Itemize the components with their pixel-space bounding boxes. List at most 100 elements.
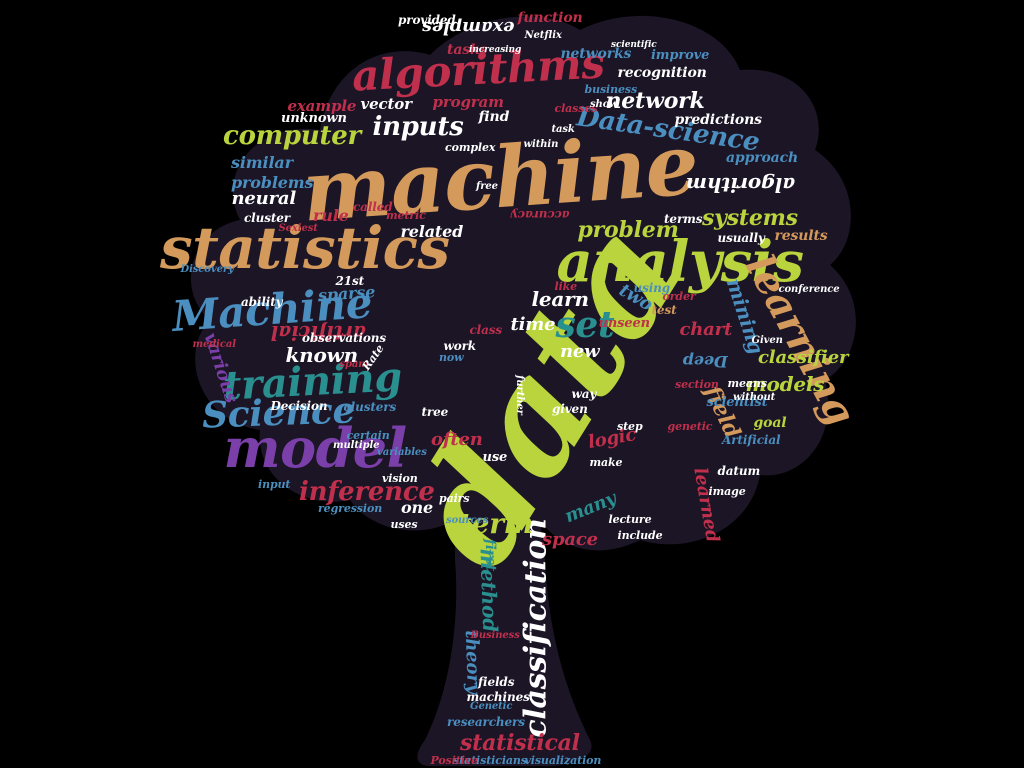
- word-64: terms: [664, 212, 703, 226]
- word-74: variables: [377, 447, 427, 458]
- word-86: one: [401, 498, 434, 517]
- word-133: scientific: [611, 39, 657, 50]
- word-18: problem: [577, 217, 679, 243]
- word-61: Deep: [682, 352, 728, 371]
- word-107: make: [589, 455, 623, 469]
- word-93: unseen: [598, 315, 651, 331]
- word-60: improve: [651, 47, 710, 63]
- word-57: tasks: [447, 42, 488, 58]
- word-105: genetic: [667, 419, 713, 433]
- word-70: observations: [302, 331, 387, 345]
- word-37: space: [542, 529, 598, 550]
- word-66: unknown: [281, 110, 347, 126]
- word-125: Netflix: [524, 30, 562, 41]
- word-115: machines: [466, 690, 530, 704]
- word-120: Positive: [430, 753, 479, 767]
- word-65: accuracy: [510, 208, 570, 222]
- word-71: ability: [241, 295, 283, 309]
- word-114: fields: [478, 675, 515, 689]
- word-128: task: [551, 124, 575, 135]
- word-62: scientist: [706, 394, 768, 410]
- word-112: pairs: [439, 491, 470, 505]
- word-21: statistical: [460, 730, 580, 756]
- word-56: results: [774, 228, 828, 244]
- word-14: inputs: [372, 112, 464, 142]
- word-92: class: [469, 323, 503, 337]
- word-16: network: [605, 88, 705, 114]
- word-97: like: [554, 279, 578, 293]
- word-51: find: [478, 109, 510, 125]
- word-48: example: [287, 96, 357, 115]
- word-45: rule: [313, 206, 349, 225]
- word-31: learn: [531, 287, 590, 311]
- word-117: Business: [470, 630, 520, 641]
- word-11: set: [555, 304, 615, 346]
- word-130: show: [590, 99, 618, 110]
- word-127: business: [584, 82, 638, 96]
- word-102: Given: [751, 335, 783, 346]
- word-121: visualization: [524, 753, 602, 767]
- word-82: Discovery: [180, 264, 234, 275]
- word-19: models: [745, 372, 825, 396]
- word-4: model: [223, 416, 408, 480]
- word-10: classification: [518, 518, 554, 738]
- word-55: approach: [726, 150, 799, 166]
- word-101: without: [733, 392, 776, 403]
- word-80: metric: [386, 208, 426, 222]
- word-94: using: [633, 281, 671, 295]
- word-83: medical: [192, 339, 237, 350]
- word-24: known: [285, 343, 359, 367]
- word-67: cluster: [244, 211, 291, 225]
- word-13: computer: [223, 121, 361, 151]
- word-103: section: [675, 377, 719, 391]
- word-78: multiple: [333, 440, 380, 451]
- word-38: classifier: [758, 347, 849, 368]
- word-3: statistics: [160, 214, 450, 282]
- word-33: new: [560, 341, 600, 362]
- word-72: 21st: [335, 274, 365, 288]
- word-84: spam: [339, 359, 369, 370]
- word-87: use: [482, 449, 508, 465]
- word-91: now: [439, 350, 464, 364]
- word-100: means: [727, 376, 768, 390]
- word-12: inference: [299, 477, 435, 507]
- word-79: called: [353, 200, 393, 214]
- tree-canopy: [190, 15, 856, 767]
- word-59: provided: [398, 13, 456, 27]
- word-58: function: [517, 10, 583, 26]
- word-111: sources: [446, 515, 489, 526]
- word-122: first: [481, 538, 499, 572]
- word-75: regression: [318, 501, 383, 515]
- word-108: lecture: [608, 512, 652, 526]
- word-32: time: [510, 314, 556, 335]
- word-123: conference: [778, 284, 840, 295]
- word-116: researchers: [447, 715, 525, 729]
- word-96: order: [662, 289, 696, 303]
- word-2: analysis: [556, 229, 805, 295]
- word-54: predictions: [674, 112, 762, 128]
- word-126: classes: [554, 101, 598, 115]
- word-90: work: [443, 339, 477, 353]
- word-44: related: [400, 222, 464, 241]
- word-43: similar: [231, 153, 293, 172]
- word-49: vector: [360, 94, 412, 113]
- word-99: Artificial: [722, 433, 781, 447]
- word-124: complex: [445, 140, 496, 154]
- word-63: usually: [717, 231, 765, 245]
- word-85: tree: [421, 405, 449, 419]
- word-89: way: [571, 387, 597, 401]
- word-17: systems: [702, 205, 798, 231]
- word-106: datum: [717, 464, 761, 478]
- word-95: test: [651, 303, 677, 317]
- word-73: vision: [382, 471, 418, 485]
- word-30: learned: [688, 466, 723, 544]
- word-77: certain: [346, 428, 390, 442]
- word-109: include: [617, 528, 663, 542]
- word-135: further: [513, 375, 525, 415]
- word-129: within: [523, 139, 559, 150]
- word-118: Genetic: [470, 701, 513, 712]
- word-119: statisticians: [453, 753, 527, 767]
- word-50: program: [432, 92, 504, 111]
